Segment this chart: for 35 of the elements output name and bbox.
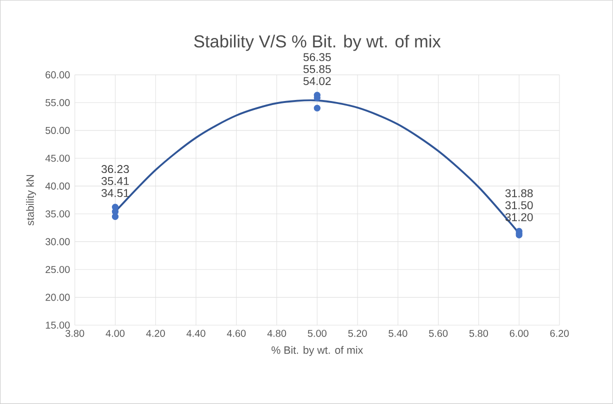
x-tick-label: 3.80 [65,330,84,337]
x-tick-label: 4.00 [106,330,125,337]
x-axis-title: % Bit. by wt. of mix [272,346,364,356]
y-tick-label: 50.00 [46,126,70,134]
data-label: 56.35 [303,53,331,62]
y-tick-label: 55.00 [46,99,70,106]
x-tick-label: 5.80 [469,330,488,337]
x-tick-label: 4.80 [267,330,286,337]
x-tick-label: 4.40 [186,330,206,337]
y-tick-label: 25.00 [46,266,70,274]
data-label: 34.51 [102,189,129,198]
data-label: 31.88 [505,189,533,198]
x-tick-label: 4.20 [146,330,165,337]
y-tick-label: 60.00 [46,71,70,78]
chart-title: Stability V/S % Bit. by wt. of mix [194,34,441,51]
y-tick-label: 45.00 [45,154,70,162]
y-axis-title: stability kN [26,175,36,226]
data-label: 31.50 [505,201,533,210]
y-tick-label: 30.00 [46,238,70,246]
x-tick-label: 4.60 [226,330,246,337]
x-tick-label: 5.20 [348,330,367,337]
data-label: 36.23 [102,165,129,174]
y-tick-label: 40.00 [45,182,70,190]
y-tick-label: 15.00 [46,322,70,329]
x-tick-label: 5.60 [428,330,448,337]
data-label: 35.41 [102,177,129,186]
y-tick-label: 20.00 [46,294,70,301]
data-label: 55.85 [303,65,331,74]
x-tick-label: 6.20 [550,330,569,337]
y-tick-label: 35.00 [46,210,70,218]
data-label: 31.20 [505,213,533,222]
x-tick-label: 6.00 [510,330,528,337]
data-label: 54.02 [303,77,331,86]
x-tick-label: 5.40 [388,330,408,337]
x-tick-label: 5.00 [308,330,326,337]
